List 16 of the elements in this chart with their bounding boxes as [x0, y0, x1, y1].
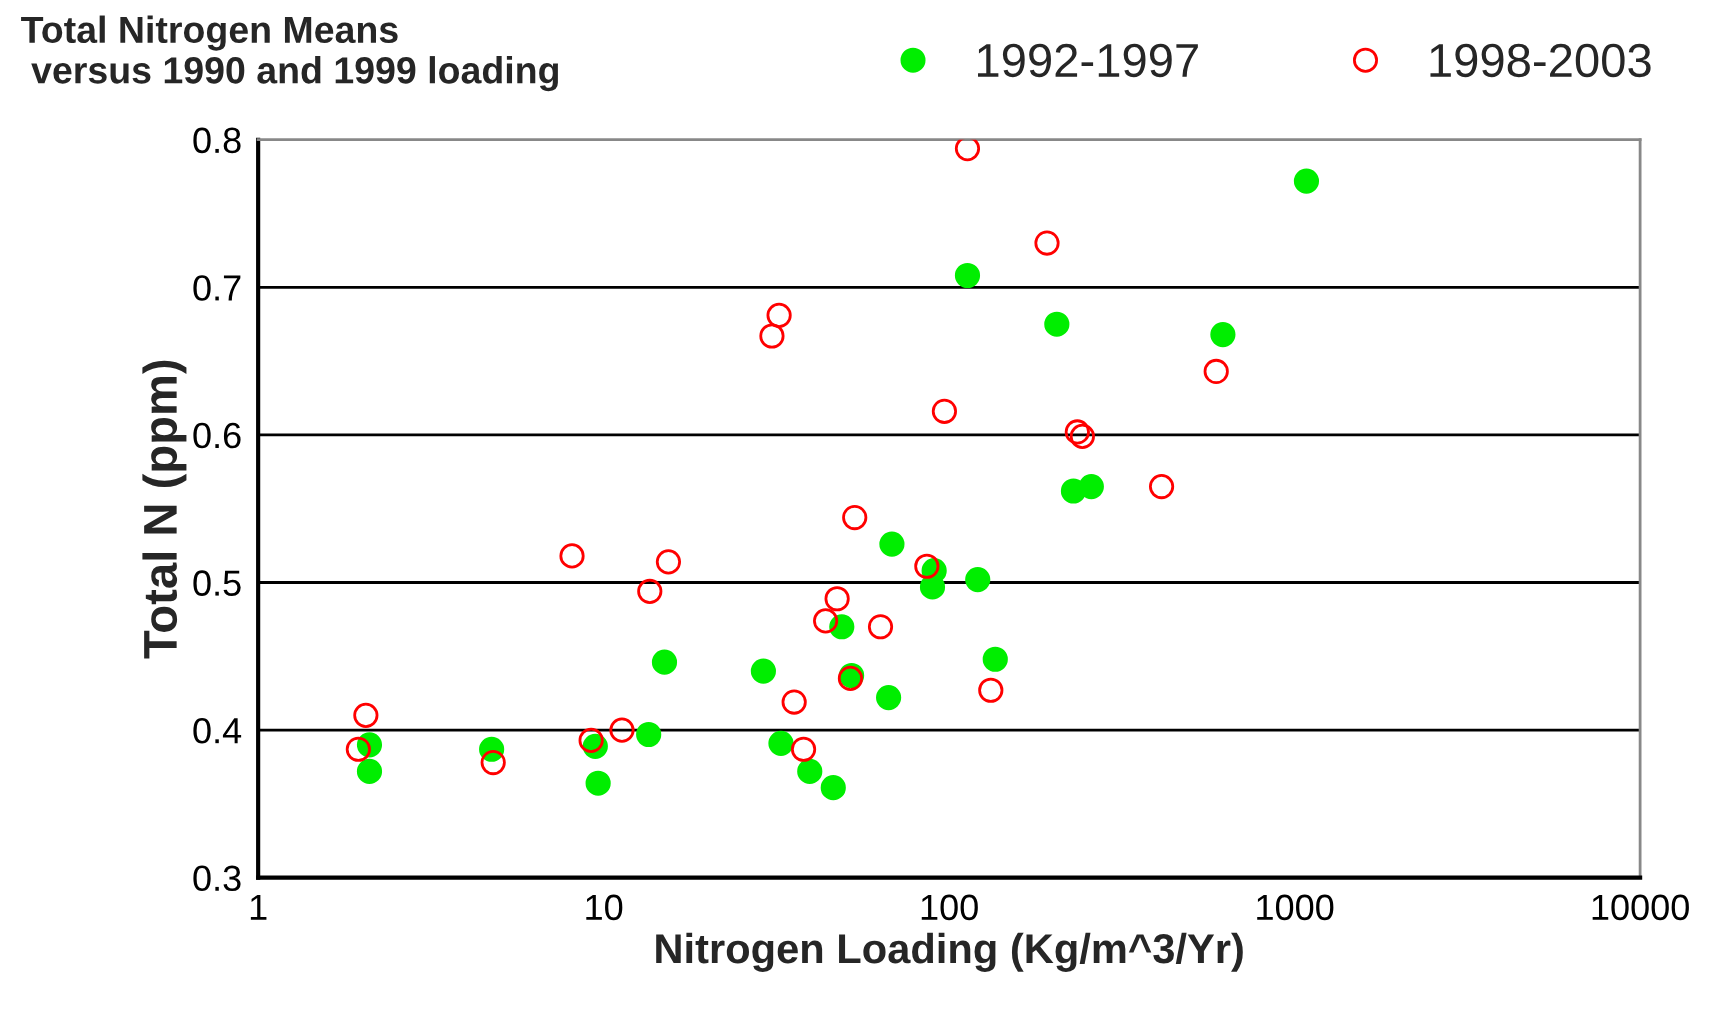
x-axis-title: Nitrogen Loading (Kg/m^3/Yr) — [656, 932, 1243, 972]
y-tick-label: 0.4 — [193, 717, 242, 744]
legend-label: 1998-2003 — [1430, 43, 1651, 78]
y-axis-title: Total N (ppm) — [142, 360, 187, 659]
y-tick-label: 0.3 — [193, 865, 241, 892]
legend-label: 1992-1997 — [978, 43, 1198, 78]
x-tick-label: 100 — [921, 894, 978, 921]
y-tick-label: 0.8 — [193, 127, 241, 154]
x-tick-label: 1000 — [1257, 894, 1334, 921]
x-tick-label: 10 — [586, 894, 623, 921]
y-tick-label: 0.7 — [193, 275, 241, 301]
chart-title: Total Nitrogen Means versus 1990 and 1999 loading — [21, 15, 558, 92]
x-tick-label: 10000 — [1592, 894, 1689, 921]
y-tick-label: 0.5 — [193, 570, 241, 596]
y-tick-label: 0.6 — [193, 422, 241, 449]
x-tick-label: 1 — [250, 894, 267, 920]
